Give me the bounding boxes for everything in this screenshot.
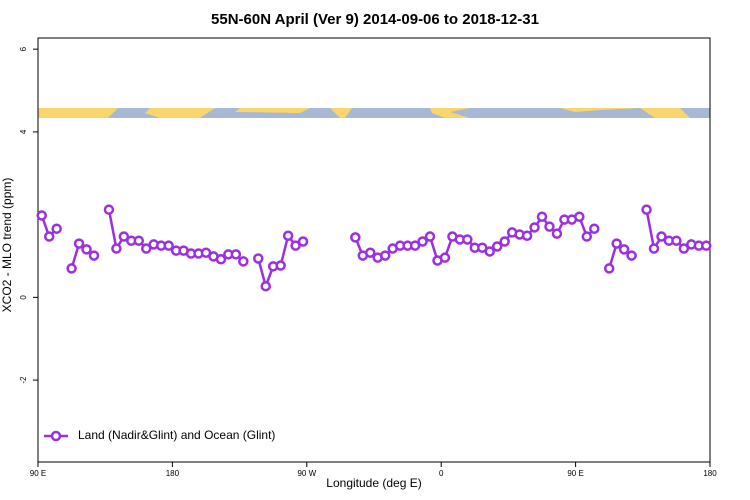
strip-ocean [108, 108, 710, 118]
data-point [215, 254, 227, 265]
data-point [671, 235, 682, 246]
data-point [484, 246, 495, 257]
data-point [379, 250, 391, 261]
data-point [499, 236, 510, 247]
x-tick-label: 90 E [567, 469, 583, 478]
data-point [260, 280, 271, 292]
data-point [641, 204, 652, 215]
data-point [282, 230, 294, 241]
x-tick-label: 90 E [30, 469, 46, 478]
data-point [238, 256, 249, 267]
y-tick-label: 0 [19, 295, 28, 300]
map-strip [38, 108, 710, 118]
data-point [462, 234, 473, 245]
data-point [589, 223, 600, 234]
data-point [133, 235, 145, 246]
data-point [290, 240, 301, 251]
data-point [656, 231, 667, 242]
data-point [544, 221, 555, 232]
data-point [424, 231, 436, 242]
data-point [103, 204, 115, 215]
data-point [618, 244, 630, 255]
chart-title: 55N-60N April (Ver 9) 2014-09-06 to 2018… [211, 11, 539, 28]
y-tick-label: -2 [19, 376, 28, 384]
x-axis-label: Longitude (deg E) [326, 476, 421, 490]
data-point [141, 243, 152, 254]
data-point [163, 240, 174, 251]
data-point [439, 252, 451, 263]
plot-frame [37, 37, 711, 463]
y-tick-label: 4 [19, 129, 28, 134]
data-point [350, 232, 361, 243]
data-point [581, 231, 593, 242]
data-point [611, 238, 622, 249]
x-tick-label: 90 W [297, 469, 316, 478]
data-point [230, 249, 242, 260]
data-point [529, 222, 540, 233]
data-point [701, 240, 712, 251]
data-point [111, 243, 122, 254]
x-tick-label: 180 [166, 469, 180, 478]
data-point [365, 247, 376, 258]
x-tick-label: 0 [439, 469, 444, 478]
data-point [491, 241, 503, 252]
data-point [417, 236, 428, 247]
y-tick-label: 6 [19, 46, 28, 51]
data-point [409, 240, 421, 251]
data-point [275, 260, 286, 271]
data-point [297, 236, 309, 247]
data-point [73, 238, 85, 249]
data-point [81, 244, 92, 255]
y-axis-label: XCO2 - MLO trend (ppm) [0, 178, 14, 313]
legend-label: Land (Nadir&Glint) and Ocean (Glint) [78, 428, 275, 442]
data-point [626, 250, 637, 261]
data-point [551, 228, 563, 239]
data-point [574, 211, 585, 222]
data-point [118, 231, 130, 242]
data-point [678, 243, 690, 254]
data-point [51, 223, 62, 234]
data-point [36, 210, 47, 221]
data-point [88, 250, 100, 261]
data-point [66, 263, 77, 274]
legend-marker [50, 430, 62, 442]
data-point [536, 211, 548, 222]
data-point [648, 243, 660, 254]
data-point [521, 230, 533, 241]
x-tick-label: 180 [703, 469, 717, 478]
data-point [603, 263, 615, 274]
data-point [253, 253, 264, 264]
data-point [43, 231, 55, 242]
